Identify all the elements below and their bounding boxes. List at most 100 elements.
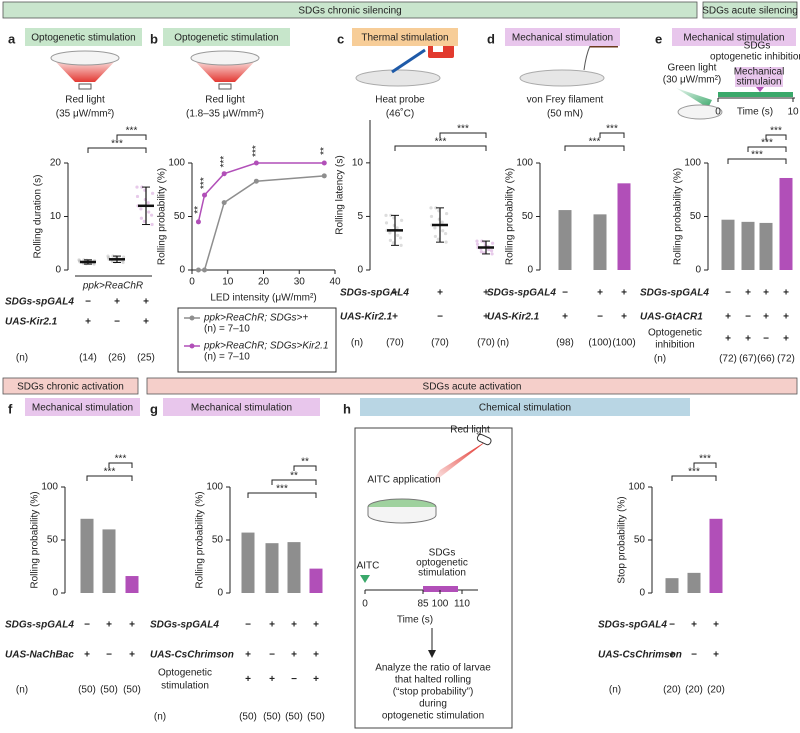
- genotype-mark: +: [713, 620, 719, 631]
- n-value: (14): [79, 353, 97, 364]
- timeline-tick-label: 85: [417, 599, 429, 610]
- significance-bracket: [293, 465, 317, 471]
- y-tick-label: 100: [684, 158, 701, 169]
- point-cloud: [445, 211, 449, 216]
- x-tick-label: 40: [329, 277, 341, 288]
- point-cloud: [429, 214, 434, 219]
- n-value: (100): [612, 338, 635, 349]
- point-cloud: [396, 233, 400, 237]
- stimulus-box: [163, 398, 320, 416]
- significance: ***: [457, 124, 469, 135]
- n-label: (n): [609, 685, 621, 696]
- panel-letter: g: [150, 401, 158, 416]
- marker-label: AITC: [357, 561, 380, 572]
- timeline-label: Time (s): [397, 615, 433, 626]
- stimulus-label: Mechanical: [734, 67, 785, 78]
- row-label: inhibition: [655, 340, 694, 351]
- data-point: [195, 267, 201, 273]
- genotype-label: SDGs-spGAL4: [640, 288, 709, 299]
- y-axis-label: Stop probability (%): [617, 496, 628, 583]
- stimulus-box: [163, 28, 290, 46]
- y-tick-label: 100: [168, 158, 185, 169]
- point-cloud: [92, 262, 96, 266]
- significance: ***: [699, 454, 711, 465]
- caption: (46˚C): [386, 108, 414, 120]
- y-tick-label: 20: [50, 158, 62, 169]
- y-tick-label: 0: [357, 265, 363, 276]
- y-tick-label: 50: [690, 211, 702, 222]
- n-value: (50): [100, 685, 118, 696]
- genotype-mark: +: [763, 312, 769, 323]
- data-point: [202, 192, 208, 198]
- legend-swatch: [189, 315, 195, 321]
- genotype-mark: +: [245, 674, 251, 685]
- genotype-mark: −: [745, 312, 751, 323]
- genotype-mark: −: [114, 317, 120, 328]
- stimulus-box: [505, 28, 620, 46]
- timeline-tick-label: 100: [432, 599, 449, 610]
- point-cloud: [150, 213, 154, 217]
- panel-letter: a: [8, 31, 16, 46]
- bar: [779, 177, 793, 270]
- genotype-mark: −: [245, 620, 251, 631]
- n-label: (n): [16, 353, 28, 364]
- significance-bracket: [394, 145, 487, 151]
- genotype-mark: +: [691, 620, 697, 631]
- section-title: SDGs acute silencing: [702, 6, 798, 17]
- bar: [80, 518, 94, 593]
- inhibition-label: SDGs: [744, 41, 771, 52]
- light-label: Red light: [450, 425, 490, 436]
- chemical-illustration: [354, 427, 513, 729]
- row-label: Optogenetic: [158, 668, 212, 679]
- significance: ***: [761, 138, 773, 149]
- application-label: AITC application: [367, 475, 440, 486]
- significance: **: [193, 206, 204, 214]
- stimulus-label: Optogenetic stimulation: [31, 33, 136, 44]
- y-tick-label: 10: [352, 157, 364, 168]
- genotype-mark: +: [783, 334, 789, 345]
- timeline-tick-label: 110: [454, 599, 470, 610]
- point-cloud: [433, 226, 437, 230]
- genotype-mark: +: [392, 312, 398, 323]
- significance-bracket: [87, 147, 147, 153]
- genotype-mark: +: [562, 312, 568, 323]
- point-cloud: [146, 201, 150, 205]
- point-cloud: [150, 222, 154, 227]
- genotype-mark: +: [669, 650, 675, 661]
- y-tick-label: 0: [52, 588, 58, 599]
- significance-bracket: [439, 132, 487, 138]
- significance-bracket: [747, 146, 787, 152]
- n-value: (72): [777, 354, 795, 365]
- genotype-label: SDGs-spGAL4: [340, 288, 409, 299]
- point-cloud: [389, 213, 393, 217]
- point-cloud: [444, 240, 448, 244]
- genotype-mark: +: [291, 620, 297, 631]
- point-cloud: [384, 221, 389, 225]
- x-tick-label: 10: [222, 277, 234, 288]
- stimulus-label: Thermal stimulation: [361, 33, 448, 44]
- data-point: [221, 200, 227, 206]
- significance: ***: [251, 145, 262, 157]
- significance: ***: [111, 139, 123, 150]
- point-cloud: [399, 236, 403, 240]
- section-header: [702, 1, 798, 19]
- bar: [558, 210, 572, 270]
- y-axis-label: Rolling latency (s): [335, 155, 346, 234]
- heat-probe-illustration: [355, 40, 454, 87]
- point-cloud: [77, 258, 81, 262]
- y-tick-label: 100: [206, 482, 223, 493]
- panel-letter: e: [655, 31, 662, 46]
- significance-bracket: [727, 158, 787, 164]
- genotype-mark: −: [106, 650, 112, 661]
- y-tick-label: 50: [174, 211, 186, 222]
- n-value: (100): [588, 338, 611, 349]
- point-cloud: [491, 241, 495, 245]
- significance-bracket: [108, 462, 133, 468]
- genotype-mark: +: [269, 674, 275, 685]
- y-axis-label: Rolling probability (%): [157, 168, 168, 265]
- point-cloud: [142, 219, 146, 224]
- x-tick-label: 0: [189, 277, 195, 288]
- light-label: (30 μW/mm²): [663, 75, 722, 86]
- analysis-text: optogenetic stimulation: [382, 711, 484, 722]
- light-label: Green light: [668, 63, 717, 74]
